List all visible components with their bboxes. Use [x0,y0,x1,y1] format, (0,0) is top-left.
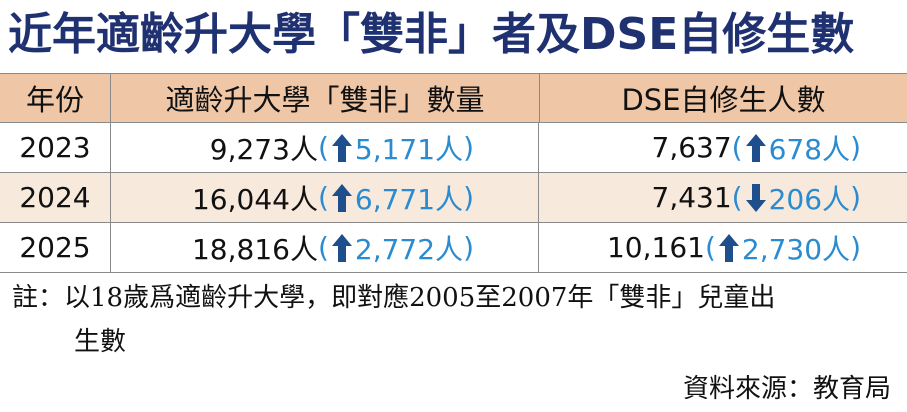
paren-close: ) [463,131,474,164]
source-credit: 資料來源：教育局 [682,374,891,404]
table-row: 2024 16,044人 ( 6,771人 ) 7,431 ( 206人 ) [0,173,907,223]
up-arrow-icon [745,133,766,162]
year-cell: 2024 [0,173,111,222]
footnote-line-1: 註：以18歲爲適齡升大學，即對應2005至2007年「雙非」兒童出 [12,283,776,313]
up-arrow-icon [331,133,352,162]
up-arrow-icon [718,233,739,262]
count-value: 18,816人 [191,232,318,266]
dse-value: 7,637 [651,131,732,164]
dse-change: 2,730人 [741,232,851,266]
count-change: 6,771人 [354,182,464,216]
up-arrow-icon [331,233,352,262]
page-title: 近年適齡升大學「雙非」者及DSE自修生數 [8,9,855,60]
paren-open: ( [731,131,743,164]
dse-value: 7,431 [651,181,732,214]
paren-open: ( [704,231,716,264]
paren-open: ( [317,131,329,164]
dse-change: 678人 [768,132,851,166]
count-cell: 9,273人 ( 5,171人 ) [111,123,539,172]
paren-close: ) [463,231,474,264]
paren-open: ( [317,231,329,264]
count-change: 5,171人 [354,132,464,166]
table-row: 2023 9,273人 ( 5,171人 ) 7,637 ( 678人 ) [0,123,907,173]
count-cell: 16,044人 ( 6,771人 ) [111,173,539,222]
up-arrow-icon [331,183,352,212]
table-header-row: 年份 適齡升大學「雙非」數量 DSE自修生人數 [0,73,907,123]
paren-close: ) [463,181,474,214]
footnote-line-2: 生數 [74,327,127,357]
count-change: 2,772人 [354,232,464,266]
year-cell: 2023 [0,123,111,172]
count-value: 9,273人 [209,132,318,166]
data-table: 年份 適齡升大學「雙非」數量 DSE自修生人數 2023 9,273人 ( 5,… [0,73,907,273]
paren-close: ) [850,231,861,264]
paren-close: ) [850,131,861,164]
dse-cell: 10,161 ( 2,730人 ) [539,223,907,272]
count-value: 16,044人 [191,182,318,216]
paren-close: ) [850,181,861,214]
count-cell: 18,816人 ( 2,772人 ) [111,223,539,272]
dse-cell: 7,431 ( 206人 ) [539,173,907,222]
header-count: 適齡升大學「雙非」數量 [111,74,540,122]
year-cell: 2025 [0,223,111,272]
dse-value: 10,161 [606,231,705,264]
footnote: 註：以18歲爲適齡升大學，即對應2005至2007年「雙非」兒童出 生數 [12,276,897,364]
header-year: 年份 [0,74,111,122]
paren-open: ( [731,181,743,214]
dse-change: 206人 [768,182,851,216]
dse-cell: 7,637 ( 678人 ) [539,123,907,172]
paren-open: ( [317,181,329,214]
down-arrow-icon [745,183,766,212]
header-dse: DSE自修生人數 [621,83,826,117]
table-row: 2025 18,816人 ( 2,772人 ) 10,161 ( 2,730人 … [0,223,907,273]
